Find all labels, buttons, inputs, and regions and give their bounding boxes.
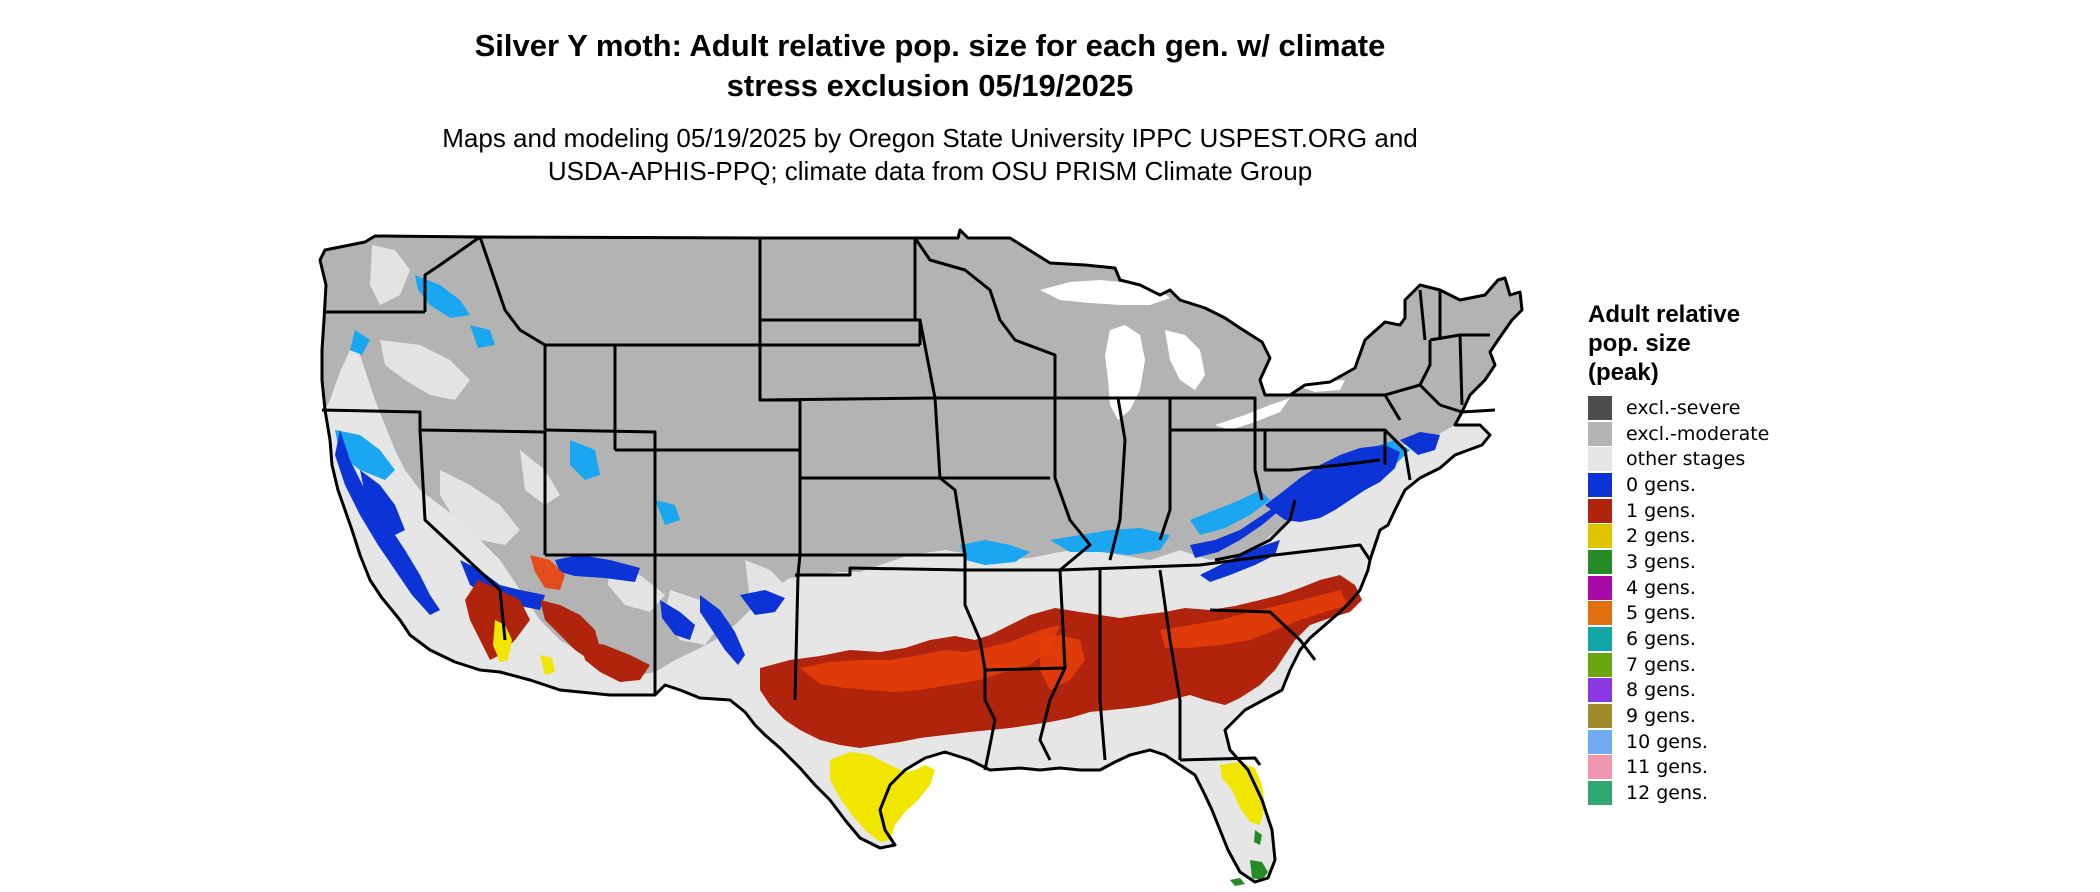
three-gens-south-florida bbox=[1250, 860, 1268, 880]
legend-swatch bbox=[1588, 601, 1612, 626]
legend-item: 1 gens. bbox=[1588, 498, 1769, 524]
legend-label: other stages bbox=[1626, 448, 1746, 471]
legend-item: 12 gens. bbox=[1588, 780, 1769, 806]
two-gens-south-texas bbox=[830, 752, 935, 842]
map-subtitle-line-2: USDA-APHIS-PPQ; climate data from OSU PR… bbox=[547, 156, 1313, 186]
legend-label: 8 gens. bbox=[1626, 679, 1696, 702]
legend-item: 0 gens. bbox=[1588, 472, 1769, 498]
legend-title-line-3: (peak) bbox=[1588, 359, 1659, 386]
legend-swatch bbox=[1588, 524, 1612, 549]
legend-item: 9 gens. bbox=[1588, 703, 1769, 729]
legend-swatch bbox=[1588, 421, 1612, 446]
legend-swatch bbox=[1588, 395, 1612, 420]
one-gen-southeast-bright bbox=[800, 625, 1060, 692]
legend-swatch bbox=[1588, 678, 1612, 703]
legend-item: 8 gens. bbox=[1588, 678, 1769, 704]
great-lakes bbox=[1040, 280, 1345, 430]
legend-label: 2 gens. bbox=[1626, 525, 1696, 548]
legend-swatch bbox=[1588, 755, 1612, 780]
legend-item: 10 gens. bbox=[1588, 729, 1769, 755]
lake-superior bbox=[1040, 280, 1170, 305]
legend-items: excl.-severe excl.-moderate other stages 0 … bbox=[1588, 395, 1769, 806]
map-legend: Adult relative pop. size (peak) excl.-se… bbox=[1588, 300, 1769, 806]
lake-ontario bbox=[1295, 380, 1345, 392]
excluded-north-region bbox=[340, 230, 1522, 675]
state-borders bbox=[318, 228, 1524, 884]
legend-label: 6 gens. bbox=[1626, 628, 1696, 651]
one-gen-southwest bbox=[465, 580, 530, 660]
two-gens-southern-california bbox=[493, 620, 512, 662]
legend-label: 0 gens. bbox=[1626, 473, 1696, 496]
legend-item: 6 gens. bbox=[1588, 626, 1769, 652]
legend-swatch bbox=[1588, 575, 1612, 600]
legend-swatch bbox=[1588, 652, 1612, 677]
legend-swatch bbox=[1588, 627, 1612, 652]
legend-swatch bbox=[1588, 498, 1612, 523]
map-title-line-2: stress exclusion 05/19/2025 bbox=[726, 68, 1134, 103]
legend-title: Adult relative pop. size (peak) bbox=[1588, 300, 1769, 387]
legend-item: 4 gens. bbox=[1588, 575, 1769, 601]
legend-swatch bbox=[1588, 781, 1612, 806]
legend-item: excl.-severe bbox=[1588, 395, 1769, 421]
legend-swatch bbox=[1588, 704, 1612, 729]
map-title-line-1: Silver Y moth: Adult relative pop. size … bbox=[474, 28, 1386, 63]
legend-label: 9 gens. bbox=[1626, 705, 1696, 728]
legend-label: 4 gens. bbox=[1626, 576, 1696, 599]
map-subtitle: Maps and modeling 05/19/2025 by Oregon S… bbox=[0, 122, 1860, 188]
legend-item: 11 gens. bbox=[1588, 755, 1769, 781]
legend-title-line-2: pop. size bbox=[1588, 330, 1691, 357]
two-gens-areas bbox=[493, 620, 1265, 842]
map-subtitle-line-1: Maps and modeling 05/19/2025 by Oregon S… bbox=[442, 123, 1418, 153]
one-gen-areas bbox=[465, 555, 1362, 748]
legend-swatch bbox=[1588, 549, 1612, 574]
legend-item: 5 gens. bbox=[1588, 601, 1769, 627]
legend-item: other stages bbox=[1588, 446, 1769, 472]
legend-label: 1 gens. bbox=[1626, 499, 1696, 522]
legend-label: 5 gens. bbox=[1626, 602, 1696, 625]
legend-swatch bbox=[1588, 729, 1612, 754]
two-gens-florida bbox=[1220, 762, 1265, 825]
legend-label: excl.-moderate bbox=[1626, 422, 1770, 445]
map-title: Silver Y moth: Adult relative pop. size … bbox=[0, 26, 1860, 106]
lake-michigan bbox=[1105, 325, 1145, 420]
lake-erie bbox=[1215, 398, 1290, 430]
legend-label: 3 gens. bbox=[1626, 550, 1696, 573]
three-gens-areas bbox=[1230, 830, 1268, 886]
zero-gens-areas bbox=[335, 430, 1440, 665]
legend-swatch bbox=[1588, 472, 1612, 497]
legend-title-line-1: Adult relative bbox=[1588, 301, 1741, 328]
legend-item: excl.-moderate bbox=[1588, 421, 1769, 447]
legend-swatch bbox=[1588, 447, 1612, 472]
lake-huron bbox=[1165, 330, 1205, 390]
legend-label: 7 gens. bbox=[1626, 653, 1696, 676]
legend-label: 12 gens. bbox=[1626, 782, 1708, 805]
legend-item: 3 gens. bbox=[1588, 549, 1769, 575]
legend-label: 11 gens. bbox=[1626, 756, 1708, 779]
legend-item: 2 gens. bbox=[1588, 523, 1769, 549]
excluded-pacific-nw bbox=[320, 236, 375, 410]
excluded-moderate-regions bbox=[320, 230, 1522, 675]
legend-item: 7 gens. bbox=[1588, 652, 1769, 678]
legend-label: excl.-severe bbox=[1626, 396, 1741, 419]
legend-label: 10 gens. bbox=[1626, 730, 1708, 753]
